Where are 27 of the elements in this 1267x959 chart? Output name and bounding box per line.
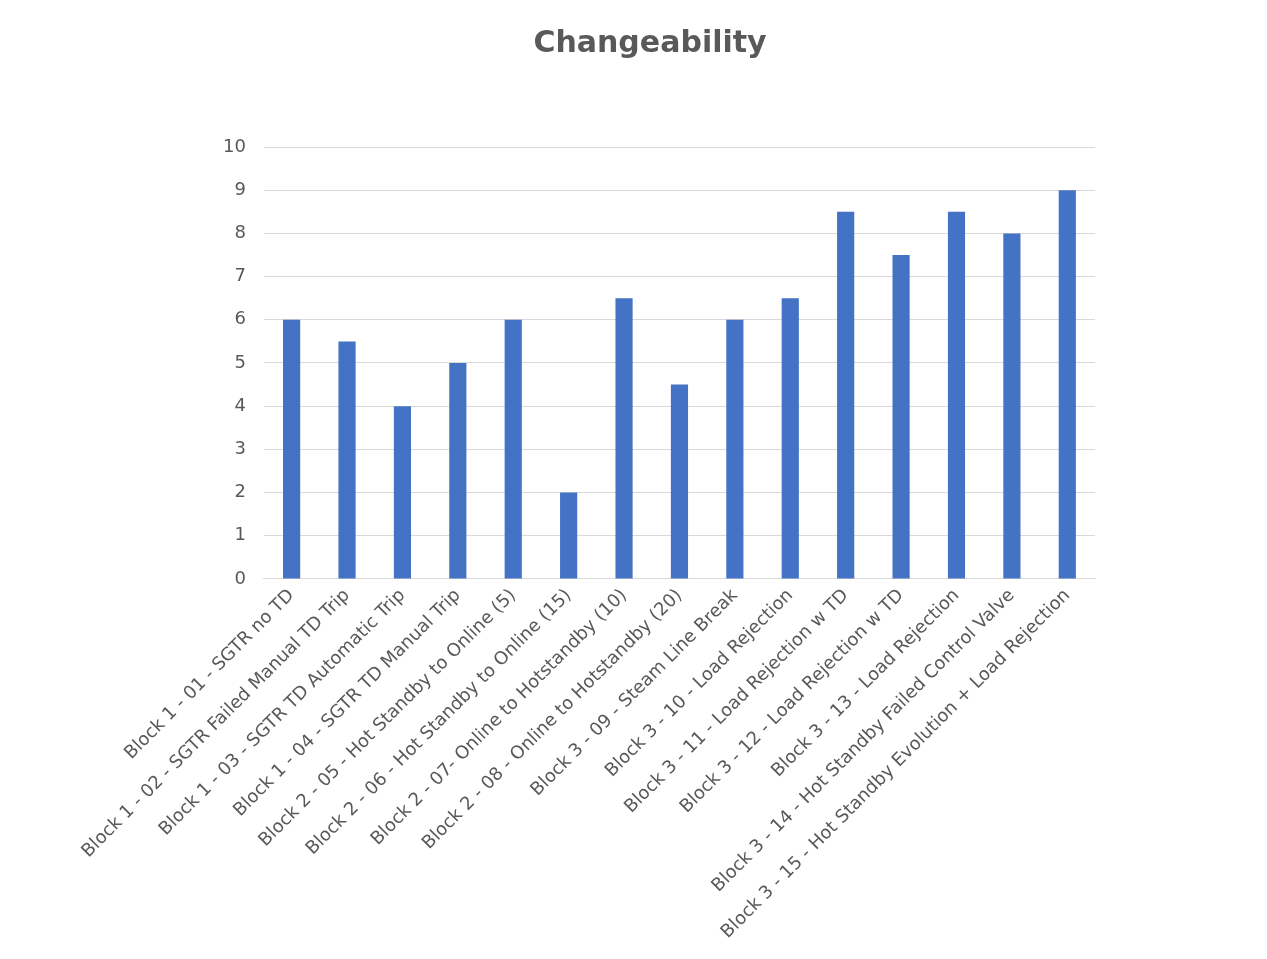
bar xyxy=(947,211,966,579)
bar xyxy=(338,341,356,579)
bar xyxy=(449,363,467,579)
y-tick-label: 5 xyxy=(234,350,246,372)
bar xyxy=(560,492,578,579)
bar xyxy=(1058,190,1076,579)
y-tick-label: 1 xyxy=(234,523,246,545)
bar xyxy=(615,298,633,579)
y-tick-label: 2 xyxy=(234,480,246,502)
bar xyxy=(726,319,744,579)
y-tick-label: 3 xyxy=(234,437,246,459)
y-tick-label: 8 xyxy=(234,221,246,243)
y-tick-label: 4 xyxy=(234,393,246,415)
bar xyxy=(1003,233,1021,579)
bar xyxy=(837,211,855,579)
y-tick-label: 9 xyxy=(234,177,246,199)
bar xyxy=(393,406,412,579)
bar xyxy=(670,384,689,579)
y-tick-label: 10 xyxy=(223,134,246,156)
bar xyxy=(504,319,522,579)
chart-title: Changeability xyxy=(533,23,768,59)
bar xyxy=(892,255,910,579)
y-tick-label: 7 xyxy=(234,264,246,286)
bar xyxy=(283,319,301,579)
bar xyxy=(781,298,799,579)
y-tick-label: 0 xyxy=(234,566,246,588)
y-tick-label: 6 xyxy=(234,307,246,329)
